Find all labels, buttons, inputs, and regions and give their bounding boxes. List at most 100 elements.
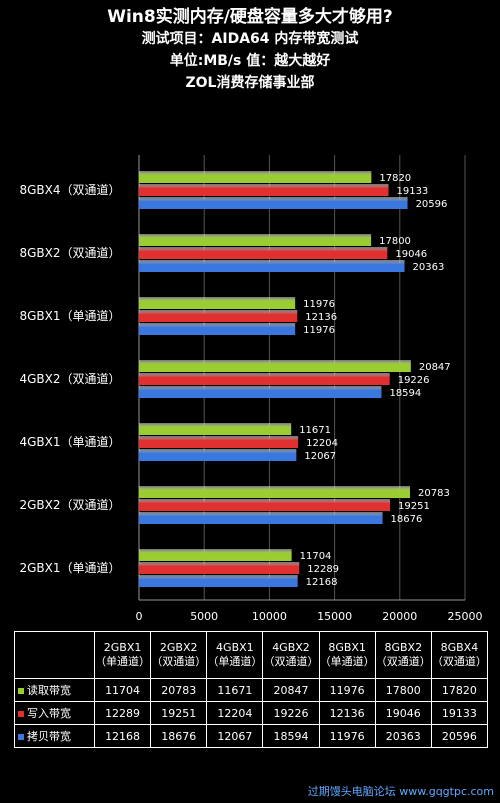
column-header: 8GBX1 （单通道） <box>318 631 376 679</box>
bar-value-label: 19046 <box>395 249 427 260</box>
bar-chart: 0 5000 10000 15000 20000 25000 8GBX4（双通道） 17820… <box>19 155 483 623</box>
column-header-name: 2GBX2 <box>159 641 198 654</box>
table-cell: 12204 <box>206 701 264 725</box>
row-label: 读取带宽 <box>14 678 95 702</box>
chart-subtitle-source: ZOL消费存储事业部 <box>185 75 315 91</box>
table-row: 拷贝带宽 12168 18676 12067 18594 11976 20363 20596 <box>14 724 489 748</box>
bar-value-label: 11704 <box>300 551 332 562</box>
bar-write <box>139 247 388 259</box>
x-tick-label: 5000 <box>190 610 218 623</box>
column-header-mode: （双通道） <box>263 655 319 668</box>
row-label-text: 读取带宽 <box>27 684 71 697</box>
column-header-mode: （单通道） <box>95 655 151 668</box>
column-header-name: 4GBX1 <box>216 641 254 654</box>
bar-value-label: 20596 <box>416 199 448 210</box>
column-header: 4GBX1 （单通道） <box>206 631 264 679</box>
bar-value-label: 20363 <box>413 262 445 273</box>
bar-value-label: 12204 <box>306 438 338 449</box>
bar-write <box>139 310 298 322</box>
bar-value-label: 12289 <box>307 564 339 575</box>
bar-read <box>139 423 292 435</box>
bar-value-label: 11671 <box>299 425 331 436</box>
chart-bars <box>139 171 411 587</box>
x-tick-label: 0 <box>136 610 143 623</box>
data-table: 2GBX1 （单通道） 2GBX2 （双通道） 4GBX1 （单通道） 4GBX2 （双通道）… <box>14 631 489 748</box>
table-cell: 19226 <box>262 701 320 725</box>
bar-write <box>139 562 300 574</box>
bar-copy <box>139 386 382 398</box>
chart-labels: 0 5000 10000 15000 20000 25000 8GBX4（双通道） 17820… <box>19 173 482 623</box>
bar-value-label: 12136 <box>305 312 337 323</box>
data-table-body: 读取带宽 11704 20783 11671 20847 11976 17800 17820 写… <box>14 678 489 748</box>
x-tick-label: 25000 <box>448 610 483 623</box>
bar-value-label: 12168 <box>306 577 338 588</box>
bar-value-label: 11976 <box>303 325 335 336</box>
table-cell: 20847 <box>262 678 320 702</box>
table-cell: 11704 <box>93 678 152 702</box>
bar-value-label: 19251 <box>398 501 430 512</box>
row-label-text: 写入带宽 <box>27 707 71 720</box>
bar-value-label: 20847 <box>419 362 451 373</box>
legend-swatch <box>18 711 24 717</box>
column-header-mode: （双通道） <box>151 655 207 668</box>
category-label: 4GBX1（单通道） <box>19 435 120 449</box>
table-cell: 11976 <box>318 724 376 748</box>
bar-value-label: 17800 <box>379 236 411 247</box>
bar-read <box>139 360 411 372</box>
table-cell: 12168 <box>93 724 152 748</box>
bar-copy <box>139 323 296 335</box>
x-tick-label: 10000 <box>252 610 287 623</box>
x-tick-label: 15000 <box>317 610 352 623</box>
category-label: 2GBX1（单通道） <box>19 561 120 575</box>
category-label: 8GBX4（双通道） <box>19 183 120 197</box>
chart-title: Win8实测内存/硬盘容量多大才够用? <box>107 7 393 27</box>
column-header-name: 2GBX1 <box>103 641 142 654</box>
column-header-mode: （双通道） <box>375 655 431 668</box>
bar-write <box>139 373 390 385</box>
column-header: 8GBX4 （双通道） <box>430 631 489 679</box>
table-cell: 17820 <box>430 678 489 702</box>
column-header: 4GBX2 （双通道） <box>262 631 320 679</box>
bar-read <box>139 171 372 183</box>
bar-copy <box>139 197 408 209</box>
table-cell: 19251 <box>150 701 208 725</box>
column-header-mode: （双通道） <box>431 655 487 668</box>
watermark: 过期馒头电脑论坛 www.gqgtpc.com <box>307 785 494 798</box>
bar-copy <box>139 575 298 587</box>
bar-copy <box>139 449 297 461</box>
table-cell: 11976 <box>318 678 376 702</box>
bar-value-label: 12067 <box>304 451 336 462</box>
chart-subtitle-unit: 单位:MB/s 值：越大越好 <box>169 53 331 69</box>
column-header: 2GBX2 （双通道） <box>150 631 208 679</box>
row-label-text: 拷贝带宽 <box>27 730 71 743</box>
legend-swatch <box>18 734 24 740</box>
row-label: 拷贝带宽 <box>14 724 95 748</box>
bar-read <box>139 234 372 246</box>
column-header-mode: （单通道） <box>207 655 263 668</box>
column-header-mode: （单通道） <box>319 655 375 668</box>
chart-subtitle-test: 测试项目：AIDA64 内存带宽测试 <box>141 31 359 47</box>
bar-copy <box>139 512 383 524</box>
table-cell: 20783 <box>150 678 208 702</box>
column-header: 2GBX1 （单通道） <box>93 631 152 679</box>
table-cell: 18594 <box>262 724 320 748</box>
table-cell: 20596 <box>430 724 489 748</box>
bar-read <box>139 549 292 561</box>
table-cell: 19133 <box>430 701 489 725</box>
bar-copy <box>139 260 405 272</box>
data-table-header: 2GBX1 （单通道） 2GBX2 （双通道） 4GBX1 （单通道） 4GBX2 （双通道）… <box>14 631 489 679</box>
table-cell: 12067 <box>206 724 264 748</box>
table-cell: 20363 <box>374 724 432 748</box>
table-cell: 12289 <box>93 701 152 725</box>
bar-value-label: 18676 <box>391 514 423 525</box>
table-cell: 18676 <box>150 724 208 748</box>
table-cell: 19046 <box>374 701 432 725</box>
bar-value-label: 11976 <box>303 299 335 310</box>
legend-swatch <box>18 688 24 694</box>
x-tick-label: 20000 <box>382 610 417 623</box>
bar-value-label: 19226 <box>398 375 430 386</box>
bar-value-label: 19133 <box>396 186 428 197</box>
table-cell: 11671 <box>206 678 264 702</box>
column-header-name: 8GBX4 <box>440 641 479 654</box>
column-header-name: 8GBX2 <box>384 641 423 654</box>
